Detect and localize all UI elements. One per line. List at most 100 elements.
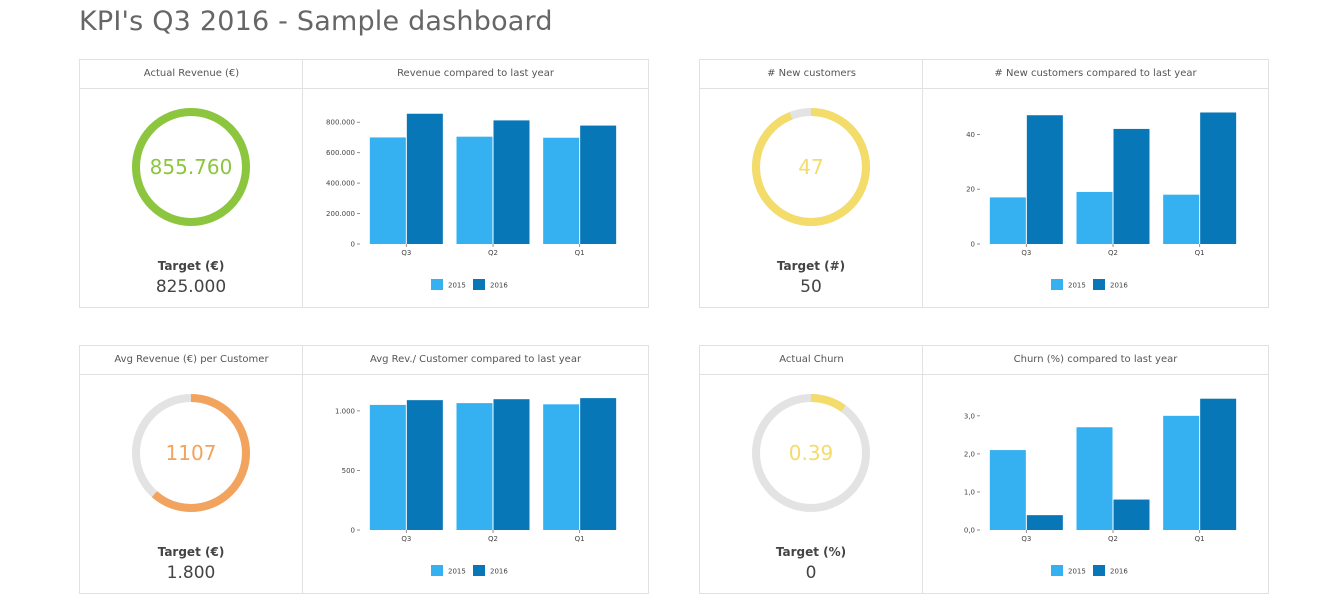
gauge-value: 47 bbox=[798, 155, 824, 179]
chart-section: 0 20 40 Q3 Q2 Q1 2015 2016 bbox=[923, 89, 1268, 307]
chart-header: Revenue compared to last year bbox=[397, 68, 554, 79]
y-tick-label: 400.000 bbox=[326, 180, 355, 188]
target-value: 50 bbox=[800, 277, 822, 297]
bar-2016-Q2 bbox=[1113, 128, 1150, 244]
gauge-ring bbox=[752, 394, 870, 512]
revenue-panel: Actual Revenue (€) Revenue compared to l… bbox=[79, 59, 649, 308]
x-tick-label: Q1 bbox=[575, 535, 585, 543]
legend-swatch-2015 bbox=[431, 565, 443, 576]
bar-2016-Q2 bbox=[493, 120, 530, 244]
kpi-section: 47 Target (#) 50 bbox=[700, 89, 922, 307]
churn-panel: Actual Churn Churn (%) compared to last … bbox=[699, 345, 1269, 594]
bar-2016-Q2 bbox=[493, 399, 530, 530]
y-tick-label: 1,0 bbox=[964, 488, 975, 496]
chart-section: 0 500 1.000 Q3 Q2 Q1 2015 2016 bbox=[303, 375, 648, 593]
panel-header: Actual Revenue (€) Revenue compared to l… bbox=[80, 60, 648, 89]
bar-chart: 0 200.000 400.000 600.000 800.000 Q3 Q2 Q1 2015 2… bbox=[326, 113, 617, 290]
bar-2015-Q3 bbox=[989, 450, 1026, 530]
bar-2016-Q2 bbox=[1113, 499, 1150, 530]
y-tick-label: 600.000 bbox=[326, 149, 355, 157]
legend-label: 2016 bbox=[1110, 568, 1128, 576]
gauge-fill bbox=[132, 394, 250, 512]
y-tick-label: 40 bbox=[966, 131, 975, 139]
x-tick-label: Q1 bbox=[575, 249, 585, 257]
y-tick-label: 1.000 bbox=[335, 407, 355, 415]
target-value: 1.800 bbox=[166, 563, 216, 583]
bar-chart: 0 500 1.000 Q3 Q2 Q1 2015 2016 bbox=[335, 398, 617, 576]
bar-2015-Q1 bbox=[543, 137, 580, 244]
kpi-header: # New customers bbox=[767, 68, 856, 79]
kpi-section: 0.39 Target (%) 0 bbox=[700, 375, 922, 593]
bar-2015-Q3 bbox=[989, 197, 1026, 244]
target-label: Target (€) bbox=[157, 259, 225, 273]
gauge-value: 0.39 bbox=[788, 441, 834, 465]
bar-2016-Q1 bbox=[580, 125, 617, 244]
bar-2016-Q1 bbox=[1200, 398, 1237, 530]
x-tick-label: Q3 bbox=[1021, 249, 1031, 257]
bar-chart: 0 20 40 Q3 Q2 Q1 2015 2016 bbox=[966, 112, 1237, 290]
chart-header: # New customers compared to last year bbox=[994, 68, 1197, 79]
y-tick-label: 2,0 bbox=[964, 450, 975, 458]
gauge-value: 1107 bbox=[165, 441, 217, 465]
legend-swatch-2015 bbox=[1051, 565, 1063, 576]
bar-2016-Q3 bbox=[1026, 515, 1063, 530]
legend-label: 2016 bbox=[1110, 282, 1128, 290]
bar-2015-Q2 bbox=[1076, 427, 1113, 530]
kpi-section: 855.760 Target (€) 825.000 bbox=[80, 89, 302, 307]
gauge-fill bbox=[752, 394, 870, 512]
kpi-header: Actual Churn bbox=[779, 354, 844, 365]
bar-2015-Q2 bbox=[456, 136, 493, 244]
gauge-fill bbox=[752, 108, 870, 226]
bar-2015-Q3 bbox=[369, 137, 406, 244]
x-tick-label: Q2 bbox=[488, 249, 498, 257]
target-value: 825.000 bbox=[155, 277, 227, 297]
gauge-ring bbox=[752, 108, 870, 226]
y-tick-label: 3,0 bbox=[964, 412, 975, 420]
panel-divider bbox=[922, 346, 923, 593]
legend-label: 2016 bbox=[490, 282, 508, 290]
x-tick-label: Q2 bbox=[1108, 535, 1118, 543]
y-tick-label: 200.000 bbox=[326, 210, 355, 218]
legend-label: 2015 bbox=[1068, 568, 1086, 576]
chart-section: 0 200.000 400.000 600.000 800.000 Q3 Q2 Q1 2015 2… bbox=[303, 89, 648, 307]
legend-label: 2015 bbox=[1068, 282, 1086, 290]
kpi-header: Avg Revenue (€) per Customer bbox=[114, 354, 269, 365]
bar-2015-Q1 bbox=[543, 404, 580, 530]
chart-section: 0,0 1,0 2,0 3,0 Q3 Q2 Q1 2015 2016 bbox=[923, 375, 1268, 593]
x-tick-label: Q3 bbox=[1021, 535, 1031, 543]
kpi-section: 1107 Target (€) 1.800 bbox=[80, 375, 302, 593]
bar-2015-Q2 bbox=[1076, 191, 1113, 244]
legend-label: 2016 bbox=[490, 568, 508, 576]
legend-swatch-2016 bbox=[473, 279, 485, 290]
x-tick-label: Q1 bbox=[1195, 535, 1205, 543]
gauge-ring bbox=[132, 108, 250, 226]
panel-header: # New customers # New customers compared… bbox=[700, 60, 1268, 89]
bar-2016-Q1 bbox=[580, 398, 617, 530]
page-title: KPI's Q3 2016 - Sample dashboard bbox=[79, 6, 553, 37]
panel-header: Actual Churn Churn (%) compared to last … bbox=[700, 346, 1268, 375]
x-tick-label: Q3 bbox=[401, 249, 411, 257]
y-tick-label: 0 bbox=[351, 241, 355, 249]
gauge-fill bbox=[132, 108, 250, 226]
bar-2016-Q3 bbox=[406, 113, 443, 244]
y-tick-label: 0 bbox=[971, 241, 975, 249]
new-customers-panel: # New customers # New customers compared… bbox=[699, 59, 1269, 308]
legend-swatch-2016 bbox=[1093, 279, 1105, 290]
panel-divider bbox=[302, 60, 303, 307]
x-tick-label: Q2 bbox=[488, 535, 498, 543]
x-tick-label: Q2 bbox=[1108, 249, 1118, 257]
bar-chart: 0,0 1,0 2,0 3,0 Q3 Q2 Q1 2015 2016 bbox=[964, 398, 1237, 576]
legend-swatch-2015 bbox=[431, 279, 443, 290]
bar-2015-Q2 bbox=[456, 403, 493, 530]
bar-2016-Q3 bbox=[406, 400, 443, 530]
bar-2016-Q3 bbox=[1026, 115, 1063, 244]
legend-swatch-2016 bbox=[473, 565, 485, 576]
avg-revenue-panel: Avg Revenue (€) per Customer Avg Rev./ C… bbox=[79, 345, 649, 594]
x-tick-label: Q1 bbox=[1195, 249, 1205, 257]
y-tick-label: 800.000 bbox=[326, 119, 355, 127]
bar-2015-Q3 bbox=[369, 404, 406, 530]
panel-divider bbox=[302, 346, 303, 593]
y-tick-label: 0,0 bbox=[964, 527, 975, 535]
y-tick-label: 500 bbox=[342, 467, 355, 475]
kpi-header: Actual Revenue (€) bbox=[143, 68, 240, 79]
